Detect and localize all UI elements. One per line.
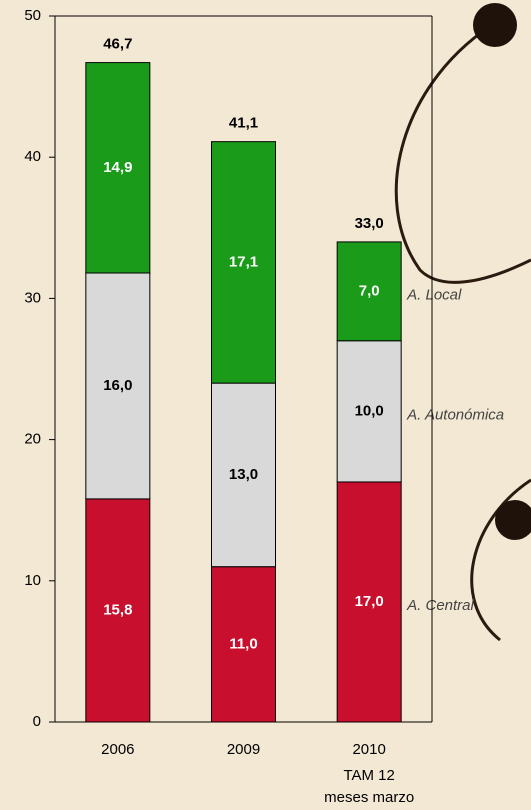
total-label: 41,1: [229, 115, 258, 132]
decor-flower: [495, 500, 531, 540]
bar-segment: [336, 340, 402, 483]
decor-swirl: [394, 18, 531, 284]
category-note: TAM 12: [343, 767, 394, 784]
value-label: 17,0: [355, 593, 384, 610]
value-label: 10,0: [355, 402, 384, 419]
value-label: 15,8: [103, 601, 132, 618]
bar-segment: [85, 62, 151, 274]
value-label: 7,0: [359, 282, 380, 299]
bar-segment: [211, 566, 276, 723]
value-label: 11,0: [229, 635, 257, 652]
decor-flower: [473, 3, 517, 47]
x-tick-label: 2009: [227, 741, 260, 758]
bar-segment: [336, 241, 402, 342]
x-tick-label: 2006: [101, 741, 134, 758]
legend-label: A. Central: [406, 597, 474, 614]
bar-segment: [85, 272, 151, 500]
legend-label: A. Local: [406, 286, 462, 303]
value-label: 13,0: [229, 466, 258, 483]
y-tick-label: 50: [24, 7, 41, 24]
category-note: meses marzo: [324, 789, 414, 806]
total-label: 46,7: [103, 36, 132, 53]
x-tick-label: 2010: [352, 741, 385, 758]
value-label: 16,0: [103, 377, 132, 394]
decor-swirl: [470, 478, 531, 642]
value-label: 17,1: [229, 253, 258, 270]
legend-label: A. Autonómica: [406, 406, 504, 423]
decoration: [394, 18, 531, 642]
bar-segment: [211, 141, 276, 384]
bar-segment: [211, 382, 276, 568]
y-tick-label: 30: [24, 289, 41, 306]
value-label: 14,9: [103, 159, 132, 176]
total-label: 33,0: [355, 215, 384, 232]
y-tick-label: 20: [24, 431, 41, 448]
y-tick-label: 0: [33, 713, 41, 730]
y-tick-label: 10: [24, 572, 41, 589]
y-tick-label: 40: [24, 148, 41, 165]
